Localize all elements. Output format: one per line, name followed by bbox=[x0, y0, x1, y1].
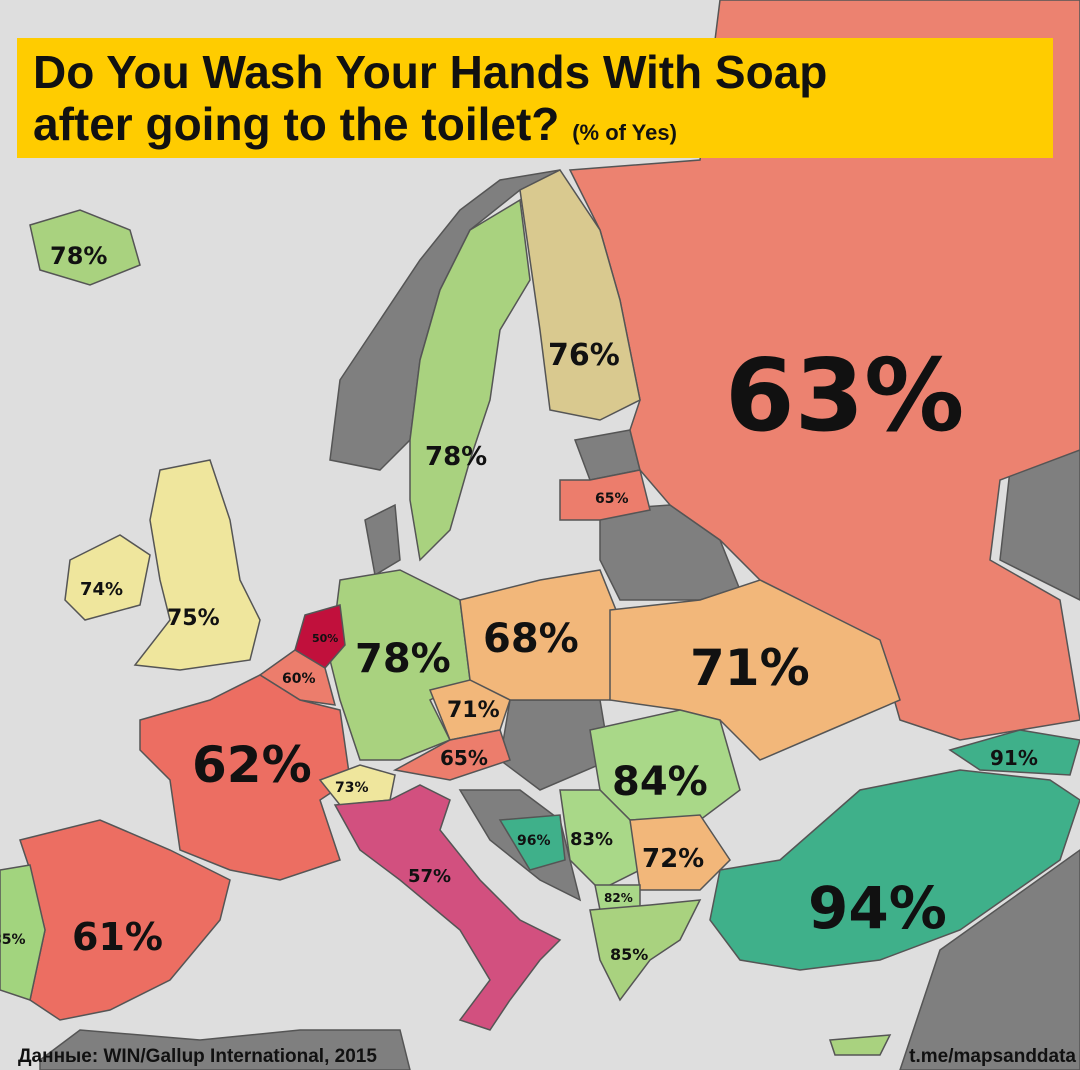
label-sweden: 78% bbox=[425, 442, 487, 472]
country-ukraine bbox=[609, 579, 901, 761]
country-sweden bbox=[409, 198, 531, 562]
label-czech: 71% bbox=[447, 698, 500, 723]
label-spain: 61% bbox=[72, 915, 163, 959]
country-italy bbox=[333, 784, 562, 1031]
country-czech bbox=[428, 679, 511, 741]
label-finland: 76% bbox=[548, 338, 620, 373]
label-poland: 68% bbox=[483, 616, 579, 662]
country-uk bbox=[133, 459, 261, 671]
label-italy: 57% bbox=[408, 866, 451, 887]
country-denmark bbox=[364, 503, 401, 577]
label-serbia: 83% bbox=[570, 829, 613, 850]
label-austria: 65% bbox=[440, 746, 488, 770]
title-banner: Do You Wash Your Hands With Soap after g… bbox=[17, 38, 1053, 158]
label-switzerland: 73% bbox=[335, 780, 369, 796]
title-line-2: after going to the toilet? (% of Yes) bbox=[33, 98, 1037, 159]
country-ireland bbox=[64, 534, 151, 621]
source-text: Данные: WIN/Gallup International, 2015 bbox=[18, 1046, 377, 1067]
label-iceland: 78% bbox=[50, 242, 107, 270]
label-france: 62% bbox=[192, 736, 312, 794]
country-finland bbox=[519, 169, 641, 421]
label-uk: 75% bbox=[167, 606, 220, 631]
subtitle: (% of Yes) bbox=[572, 120, 677, 145]
label-portugal: 85% bbox=[0, 932, 26, 948]
country-latvia-lithuania bbox=[559, 469, 651, 521]
label-greece: 85% bbox=[610, 945, 648, 964]
country-middle-east bbox=[899, 849, 1080, 1070]
label-russia: 63% bbox=[725, 337, 964, 454]
value-labels: 63% 76% 78% 78% 74% 75% 50% 60% 78% 68% … bbox=[0, 242, 1038, 964]
country-iceland bbox=[29, 209, 141, 286]
label-turkey: 94% bbox=[808, 874, 947, 942]
label-georgia: 91% bbox=[990, 746, 1038, 770]
country-turkey bbox=[709, 769, 1080, 971]
country-greece bbox=[589, 899, 702, 1002]
country-georgia bbox=[948, 729, 1080, 776]
label-macedonia: 82% bbox=[604, 891, 633, 905]
label-bosnia: 96% bbox=[517, 833, 551, 849]
label-belgium: 60% bbox=[282, 671, 316, 687]
country-cyprus bbox=[828, 1034, 892, 1056]
label-germany: 78% bbox=[355, 636, 451, 682]
country-north-africa bbox=[39, 1029, 411, 1070]
label-ireland: 74% bbox=[80, 579, 123, 600]
label-netherlands: 50% bbox=[312, 632, 338, 645]
country-austria bbox=[392, 729, 511, 781]
country-switzerland bbox=[318, 764, 396, 806]
label-latvia-lithuania: 65% bbox=[595, 491, 629, 507]
label-romania: 84% bbox=[612, 759, 708, 805]
country-portugal bbox=[0, 864, 46, 1001]
country-france bbox=[139, 674, 351, 881]
credit-text: t.me/mapsanddata bbox=[909, 1046, 1076, 1067]
country-bosnia bbox=[498, 814, 566, 871]
title-line-2-text: after going to the toilet? bbox=[33, 98, 560, 150]
label-bulgaria: 72% bbox=[642, 844, 704, 874]
country-bulgaria bbox=[629, 814, 731, 891]
label-ukraine: 71% bbox=[690, 639, 810, 697]
title-line-1: Do You Wash Your Hands With Soap bbox=[33, 46, 828, 98]
